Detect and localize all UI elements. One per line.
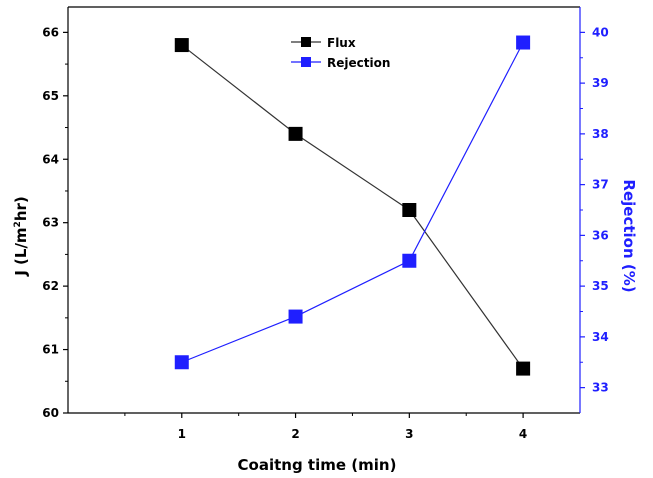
- x-axis-label: Coaitng time (min): [238, 456, 397, 474]
- y-axis-left-label-sup: 2: [13, 221, 23, 227]
- x-tick-label: 3: [405, 427, 413, 441]
- y-left-tick-label: 62: [42, 279, 59, 293]
- y-left-tick-label: 61: [42, 343, 59, 357]
- y-axis-left-label-end: hr): [12, 196, 30, 221]
- y-axis-left-label: J (L/m2hr): [12, 196, 30, 277]
- y-left-tick-label: 64: [42, 152, 59, 166]
- legend-rejection-marker: [301, 57, 311, 67]
- data-point-rejection: [174, 355, 189, 370]
- x-tick-label: 1: [178, 427, 186, 441]
- y-right-tick-label: 38: [592, 127, 609, 141]
- y-right-tick-label: 39: [592, 76, 609, 90]
- series-line-rejection: [181, 42, 524, 363]
- data-point-rejection: [402, 253, 417, 268]
- y-left-tick-label: 66: [42, 25, 59, 39]
- y-left-tick-label: 63: [42, 216, 59, 230]
- data-point-flux: [174, 38, 189, 53]
- legend-rejection-label: Rejection: [327, 56, 390, 70]
- data-point-rejection: [288, 309, 303, 324]
- legend: Flux Rejection: [291, 36, 390, 70]
- y-axis-left-label-main: J (L/m: [12, 227, 30, 276]
- y-right-tick-label: 34: [592, 330, 609, 344]
- data-point-flux: [516, 361, 531, 376]
- data-point-flux: [402, 203, 417, 217]
- legend-flux-label: Flux: [327, 36, 356, 50]
- y-left-tick-label: 65: [42, 89, 59, 103]
- x-tick-label: 4: [519, 427, 527, 441]
- y-right-tick-label: 36: [592, 228, 609, 242]
- y-axis-right-label: Rejection (%): [620, 179, 638, 292]
- data-point-flux: [288, 126, 303, 141]
- y-right-tick-label: 33: [592, 381, 609, 395]
- data-point-rejection: [516, 35, 531, 50]
- series-layer: [174, 35, 531, 376]
- legend-flux-marker: [301, 37, 311, 47]
- y-right-tick-label: 35: [592, 279, 609, 293]
- y-left-tick-label: 60: [42, 406, 59, 420]
- y-right-tick-label: 40: [592, 25, 609, 39]
- series-line-flux: [181, 44, 524, 369]
- y-right-tick-label: 37: [592, 178, 609, 192]
- x-tick-label: 2: [291, 427, 299, 441]
